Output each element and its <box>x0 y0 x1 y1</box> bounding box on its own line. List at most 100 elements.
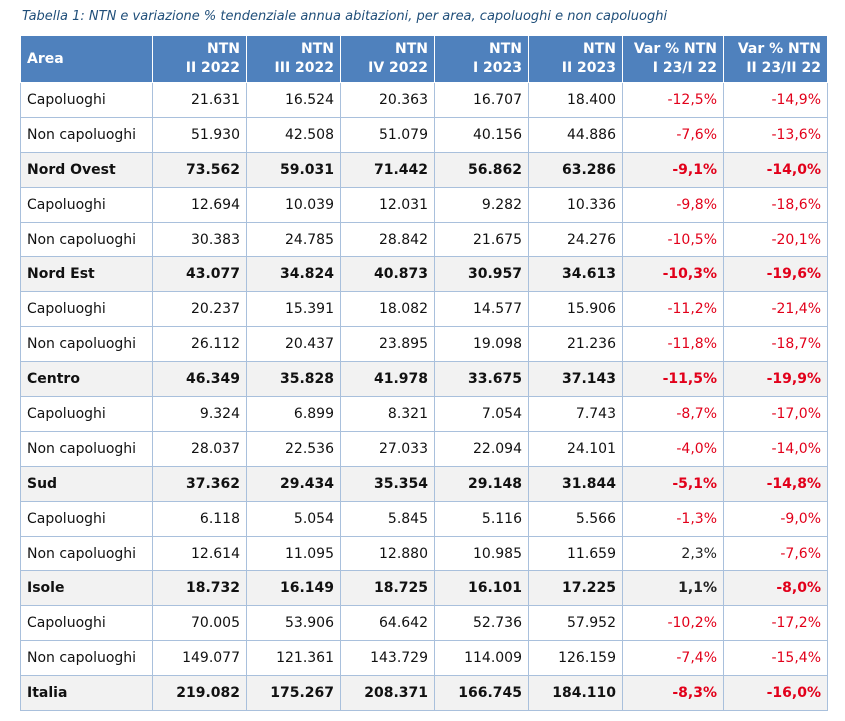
table-row: Non capoluoghi 26.112 20.437 23.895 19.098 21… <box>20 326 828 363</box>
value-cell: 9.282 <box>434 186 529 223</box>
value-cell: 59.031 <box>246 151 341 188</box>
header-ntn-ii-2022: NTN II 2022 <box>152 35 247 83</box>
value-cell: 23.895 <box>340 326 435 363</box>
value-cell: 21.675 <box>434 221 529 258</box>
table-row: Capoluoghi 6.118 5.054 5.845 5.116 5.566 -1,3%… <box>20 500 828 537</box>
variation-cell: 2,3% <box>622 535 724 572</box>
value-cell: 18.400 <box>528 82 623 118</box>
variation-cell: -1,3% <box>622 500 724 537</box>
value-cell: 175.267 <box>246 675 341 712</box>
value-cell: 27.033 <box>340 430 435 467</box>
value-cell: 16.101 <box>434 570 529 607</box>
value-cell: 18.082 <box>340 291 435 328</box>
value-cell: 31.844 <box>528 465 623 502</box>
value-cell: 34.824 <box>246 256 341 293</box>
value-cell: 18.725 <box>340 570 435 607</box>
value-cell: 149.077 <box>152 640 247 677</box>
table-body: Capoluoghi 21.631 16.524 20.363 16.707 18.400… <box>20 82 828 712</box>
variation-cell: -8,0% <box>723 570 828 607</box>
variation-cell: -7,6% <box>723 535 828 572</box>
value-cell: 16.524 <box>246 82 341 118</box>
header-area: Area <box>20 35 153 83</box>
area-cell: Capoluoghi <box>20 186 153 223</box>
table-row: Isole 18.732 16.149 18.725 16.101 17.225 1,1% -… <box>20 570 828 607</box>
variation-cell: -18,6% <box>723 186 828 223</box>
area-cell: Non capoluoghi <box>20 116 153 153</box>
value-cell: 184.110 <box>528 675 623 712</box>
table-row: Non capoluoghi 51.930 42.508 51.079 40.156 44… <box>20 116 828 153</box>
value-cell: 126.159 <box>528 640 623 677</box>
variation-cell: -13,6% <box>723 116 828 153</box>
value-cell: 16.149 <box>246 570 341 607</box>
header-ntn-iv-2022: NTN IV 2022 <box>340 35 435 83</box>
table-row: Capoluoghi 21.631 16.524 20.363 16.707 18.400… <box>20 82 828 118</box>
area-cell: Non capoluoghi <box>20 326 153 363</box>
value-cell: 63.286 <box>528 151 623 188</box>
variation-cell: -19,6% <box>723 256 828 293</box>
table-row: Centro 46.349 35.828 41.978 33.675 37.143 -11,… <box>20 361 828 398</box>
variation-cell: -16,0% <box>723 675 828 712</box>
area-cell: Non capoluoghi <box>20 535 153 572</box>
value-cell: 26.112 <box>152 326 247 363</box>
value-cell: 143.729 <box>340 640 435 677</box>
area-cell: Isole <box>20 570 153 607</box>
variation-cell: -8,7% <box>622 396 724 432</box>
table-row: Capoluoghi 20.237 15.391 18.082 14.577 15.906… <box>20 291 828 328</box>
value-cell: 12.694 <box>152 186 247 223</box>
value-cell: 15.906 <box>528 291 623 328</box>
area-cell: Nord Ovest <box>20 151 153 188</box>
table-row: Non capoluoghi 28.037 22.536 27.033 22.094 24… <box>20 430 828 467</box>
value-cell: 29.434 <box>246 465 341 502</box>
header-ntn-ii-2023: NTN II 2023 <box>528 35 623 83</box>
value-cell: 20.237 <box>152 291 247 328</box>
table-row: Capoluoghi 9.324 6.899 8.321 7.054 7.743 -8,7%… <box>20 396 828 432</box>
value-cell: 20.437 <box>246 326 341 363</box>
value-cell: 57.952 <box>528 605 623 642</box>
value-cell: 70.005 <box>152 605 247 642</box>
variation-cell: -17,0% <box>723 396 828 432</box>
variation-cell: -11,8% <box>622 326 724 363</box>
value-cell: 219.082 <box>152 675 247 712</box>
value-cell: 46.349 <box>152 361 247 398</box>
value-cell: 5.116 <box>434 500 529 537</box>
table-row: Italia 219.082 175.267 208.371 166.745 184.11… <box>20 675 828 712</box>
value-cell: 41.978 <box>340 361 435 398</box>
header-ntn-i-2023: NTN I 2023 <box>434 35 529 83</box>
value-cell: 8.321 <box>340 396 435 432</box>
value-cell: 10.985 <box>434 535 529 572</box>
value-cell: 114.009 <box>434 640 529 677</box>
value-cell: 40.873 <box>340 256 435 293</box>
value-cell: 42.508 <box>246 116 341 153</box>
variation-cell: -10,2% <box>622 605 724 642</box>
variation-cell: -11,2% <box>622 291 724 328</box>
variation-cell: -5,1% <box>622 465 724 502</box>
value-cell: 53.906 <box>246 605 341 642</box>
variation-cell: -17,2% <box>723 605 828 642</box>
variation-cell: -15,4% <box>723 640 828 677</box>
value-cell: 7.743 <box>528 396 623 432</box>
variation-cell: -14,0% <box>723 430 828 467</box>
area-cell: Non capoluoghi <box>20 430 153 467</box>
table-row: Non capoluoghi 30.383 24.785 28.842 21.675 24… <box>20 221 828 258</box>
variation-cell: -21,4% <box>723 291 828 328</box>
table-row: Nord Est 43.077 34.824 40.873 30.957 34.613 -1… <box>20 256 828 293</box>
variation-cell: -11,5% <box>622 361 724 398</box>
value-cell: 10.336 <box>528 186 623 223</box>
value-cell: 30.957 <box>434 256 529 293</box>
ntn-table: Area NTN II 2022 NTN III 2022 NTN IV 2022 N… <box>20 35 828 712</box>
header-ntn-iii-2022: NTN III 2022 <box>246 35 341 83</box>
value-cell: 44.886 <box>528 116 623 153</box>
value-cell: 24.785 <box>246 221 341 258</box>
variation-cell: -19,9% <box>723 361 828 398</box>
value-cell: 22.536 <box>246 430 341 467</box>
area-cell: Italia <box>20 675 153 712</box>
variation-cell: -12,5% <box>622 82 724 118</box>
variation-cell: -10,5% <box>622 221 724 258</box>
value-cell: 56.862 <box>434 151 529 188</box>
variation-cell: 1,1% <box>622 570 724 607</box>
value-cell: 166.745 <box>434 675 529 712</box>
value-cell: 35.828 <box>246 361 341 398</box>
area-cell: Capoluoghi <box>20 396 153 432</box>
variation-cell: -18,7% <box>723 326 828 363</box>
value-cell: 5.566 <box>528 500 623 537</box>
